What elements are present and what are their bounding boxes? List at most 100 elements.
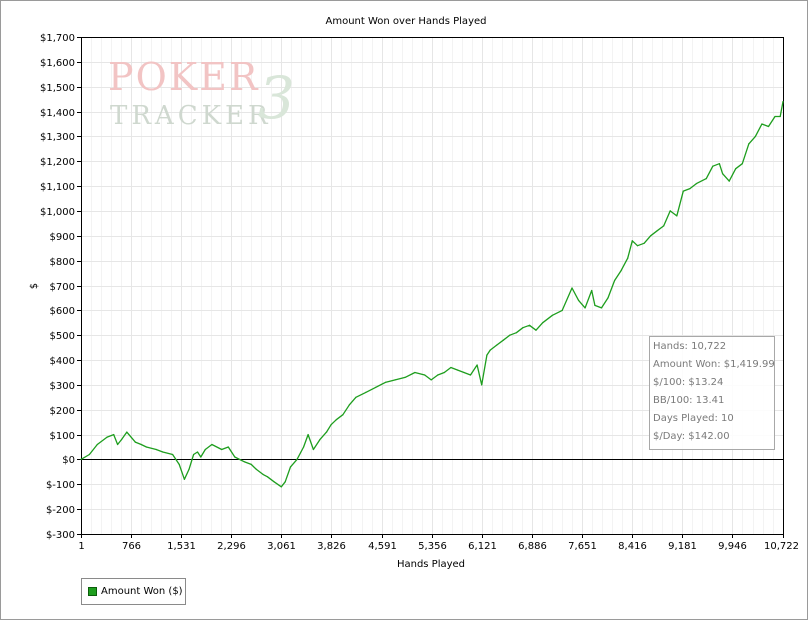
series-layer bbox=[80, 101, 784, 488]
x-tick-label: 10,722 bbox=[764, 541, 799, 552]
y-tick-label: $300 bbox=[50, 381, 75, 392]
series-point bbox=[394, 379, 396, 381]
series-point bbox=[594, 304, 596, 306]
x-tick-label: 3,061 bbox=[267, 541, 296, 552]
series-point bbox=[430, 379, 432, 381]
series-point bbox=[384, 381, 386, 383]
x-tick-label: 766 bbox=[122, 541, 141, 552]
y-tick-label: $1,500 bbox=[40, 83, 75, 94]
series-line-amount-won bbox=[80, 101, 784, 488]
series-point bbox=[748, 143, 750, 145]
series-point bbox=[718, 163, 721, 165]
series-point bbox=[172, 453, 174, 456]
series-point bbox=[650, 235, 652, 237]
series-point bbox=[250, 463, 252, 465]
y-tick-label: $0 bbox=[62, 455, 75, 466]
series-point bbox=[234, 456, 236, 458]
series-point bbox=[193, 453, 195, 456]
series-point bbox=[600, 307, 603, 309]
series-point bbox=[561, 309, 563, 311]
series-point bbox=[443, 371, 445, 374]
series-point bbox=[162, 451, 164, 453]
series-point bbox=[106, 436, 108, 438]
series-point bbox=[571, 287, 573, 289]
series-point bbox=[542, 322, 544, 324]
series-point bbox=[342, 414, 344, 416]
x-tick-label: 6,886 bbox=[518, 541, 547, 552]
series-point bbox=[779, 115, 781, 118]
stat-per-100: $/100: $13.24 bbox=[653, 377, 724, 388]
y-tick-label: $1,200 bbox=[40, 157, 75, 168]
series-point bbox=[584, 307, 586, 309]
stat-per-day: $/Day: $142.00 bbox=[653, 431, 730, 442]
stat-bb-100: BB/100: 13.41 bbox=[653, 395, 725, 406]
series-point bbox=[689, 188, 691, 190]
x-tick-label: 8,416 bbox=[618, 541, 647, 552]
series-point bbox=[145, 446, 147, 448]
series-point bbox=[404, 376, 406, 378]
x-axis-title: Hands Played bbox=[397, 559, 465, 570]
series-point bbox=[496, 344, 498, 346]
series-point bbox=[221, 448, 223, 451]
y-tick-label: $1,600 bbox=[40, 58, 75, 69]
series-point bbox=[509, 334, 511, 336]
series-point bbox=[204, 448, 206, 451]
series-point bbox=[255, 468, 257, 470]
x-tick-label: 9,946 bbox=[718, 541, 747, 552]
series-point bbox=[627, 257, 629, 259]
series-point bbox=[551, 314, 554, 316]
series-point bbox=[782, 101, 784, 103]
series-point bbox=[80, 458, 82, 460]
series-point bbox=[200, 456, 202, 458]
series-point bbox=[591, 289, 593, 292]
series-point bbox=[414, 371, 416, 374]
series-point bbox=[303, 446, 305, 448]
series-point bbox=[754, 135, 757, 137]
series-point bbox=[712, 165, 714, 167]
x-tick-label: 1 bbox=[78, 541, 84, 552]
series-point bbox=[273, 481, 275, 483]
series-point bbox=[126, 431, 128, 433]
y-tick-label: $500 bbox=[50, 331, 75, 342]
chart-title: Amount Won over Hands Played bbox=[326, 16, 487, 27]
series-point bbox=[705, 178, 707, 180]
series-point bbox=[330, 424, 332, 426]
series-point bbox=[643, 242, 645, 244]
legend: Amount Won ($) bbox=[81, 578, 186, 605]
series-point bbox=[656, 230, 658, 232]
series-point bbox=[741, 163, 743, 165]
series-point bbox=[140, 443, 142, 446]
y-tick-label: $1,700 bbox=[40, 33, 75, 44]
series-point bbox=[289, 466, 292, 468]
series-point bbox=[528, 324, 531, 326]
series-point bbox=[735, 168, 737, 170]
series-point bbox=[486, 354, 488, 356]
series-point bbox=[296, 458, 298, 460]
series-point bbox=[307, 434, 309, 436]
series-point bbox=[188, 468, 190, 470]
series-point bbox=[761, 123, 763, 125]
series-point bbox=[669, 210, 671, 212]
x-tick-label: 2,296 bbox=[217, 541, 246, 552]
series-point bbox=[178, 463, 180, 465]
series-point bbox=[134, 441, 136, 443]
x-tick-label: 3,826 bbox=[317, 541, 346, 552]
series-point bbox=[620, 270, 622, 272]
series-point bbox=[767, 125, 770, 128]
y-tick-label: $-200 bbox=[46, 505, 75, 516]
stat-hands: Hands: 10,722 bbox=[653, 341, 727, 352]
stats-box: Hands: 10,722 Amount Won: $1,419.99 $/10… bbox=[649, 336, 775, 450]
series-point bbox=[211, 443, 213, 446]
axes: $-300 $-200 $-100 $0 $100 $200 $300 $400 $500 $60… bbox=[40, 33, 799, 552]
series-point bbox=[284, 481, 286, 483]
series-point bbox=[515, 332, 518, 334]
series-point bbox=[266, 476, 269, 478]
series-point bbox=[631, 240, 633, 242]
series-point bbox=[614, 279, 616, 282]
x-tick-label: 7,651 bbox=[568, 541, 597, 552]
y-tick-label: $800 bbox=[50, 257, 75, 268]
y-tick-label: $-300 bbox=[46, 530, 75, 541]
series-point bbox=[117, 443, 119, 446]
series-point bbox=[335, 419, 337, 421]
